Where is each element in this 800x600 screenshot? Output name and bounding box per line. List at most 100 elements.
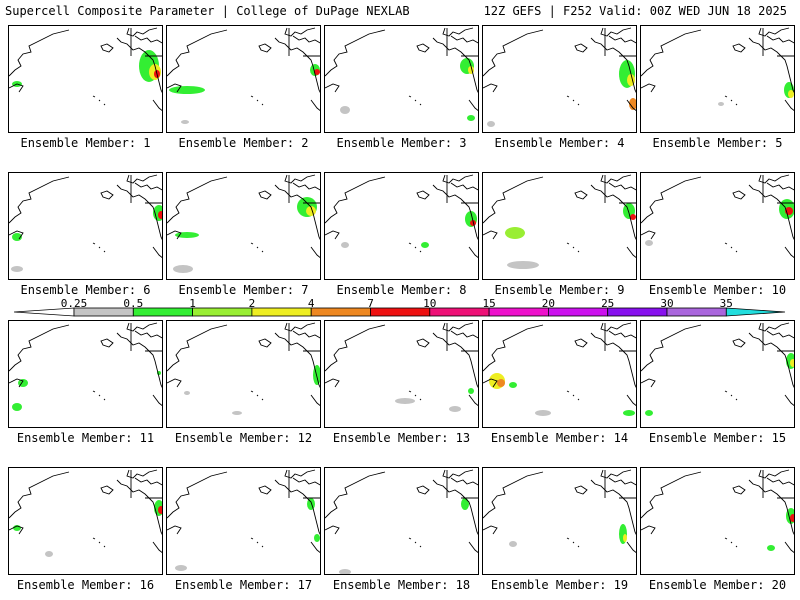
coastline <box>9 83 24 93</box>
scp-shading <box>45 551 53 557</box>
color-scale-tick-label: 25 <box>601 297 615 310</box>
scp-shading <box>509 541 517 547</box>
coastline <box>134 35 162 44</box>
scp-shading <box>470 220 476 226</box>
ensemble-member-map <box>166 467 321 575</box>
coastline <box>784 394 794 406</box>
scp-shading <box>505 227 525 239</box>
ensemble-member-map <box>166 172 321 280</box>
scp-shading <box>169 86 205 94</box>
ensemble-member-caption: Ensemble Member: 6 <box>20 283 151 297</box>
scp-shading <box>509 382 517 388</box>
scp-shading <box>767 545 775 551</box>
color-scale-segment <box>251 307 312 317</box>
coastline <box>483 378 498 388</box>
scp-shading <box>467 115 475 121</box>
ensemble-member-caption: Ensemble Member: 14 <box>490 431 629 445</box>
ensemble-member-map <box>482 467 637 575</box>
coastline <box>9 29 70 77</box>
coastline <box>766 330 794 339</box>
ensemble-member-caption: Ensemble Member: 19 <box>490 578 629 592</box>
coastline <box>258 485 272 495</box>
coastline <box>566 537 580 548</box>
coastline <box>416 190 430 200</box>
color-scale-tick-label: 4 <box>307 297 315 310</box>
coastline <box>468 541 478 553</box>
coastline <box>167 83 182 93</box>
color-scale-tick-label: 15 <box>482 297 496 310</box>
coastline <box>732 190 746 200</box>
chart-title: Supercell Composite Parameter | College … <box>5 4 410 18</box>
ensemble-member-map <box>324 320 479 428</box>
coastline <box>167 324 228 372</box>
coastline <box>100 43 114 53</box>
coastline <box>292 330 320 339</box>
coastline <box>450 35 478 44</box>
coastline <box>468 99 478 111</box>
coastline <box>442 27 474 37</box>
coastline <box>483 83 498 93</box>
coastline <box>724 95 738 106</box>
ensemble-member-caption: Ensemble Member: 13 <box>332 431 471 445</box>
coastline <box>100 190 114 200</box>
coastline <box>450 330 478 339</box>
coastline <box>408 95 422 106</box>
color-scale-tick-label: 1 <box>189 297 196 310</box>
coastline <box>152 394 162 406</box>
scp-shading <box>535 410 551 416</box>
coastline <box>258 338 272 348</box>
coastline <box>9 378 24 388</box>
coastline <box>126 469 158 479</box>
ensemble-member-caption: Ensemble Member: 10 <box>648 283 787 297</box>
ensemble-member-caption: Ensemble Member: 16 <box>16 578 155 592</box>
ensemble-member-caption: Ensemble Member: 1 <box>20 136 151 150</box>
coastline <box>758 469 790 479</box>
coastline <box>450 182 478 191</box>
coastline <box>416 485 430 495</box>
coastline <box>258 190 272 200</box>
color-scale-segment <box>607 307 668 317</box>
scp-shading <box>645 410 653 416</box>
color-scale-segment <box>725 307 786 317</box>
coastline <box>432 332 478 389</box>
coastline <box>92 242 106 253</box>
scp-shading <box>718 102 724 106</box>
scp-shading <box>421 242 429 248</box>
ensemble-member-caption: Ensemble Member: 3 <box>336 136 467 150</box>
coastline <box>574 190 588 200</box>
coastline <box>134 182 162 191</box>
ensemble-member-map <box>8 25 163 133</box>
coastline <box>724 390 738 401</box>
coastline <box>292 182 320 191</box>
coastline <box>408 242 422 253</box>
coastline <box>250 390 264 401</box>
coastline <box>325 230 340 240</box>
coastline <box>325 29 386 77</box>
ensemble-member-caption: Ensemble Member: 20 <box>648 578 787 592</box>
coastline <box>566 95 580 106</box>
scp-shading <box>314 69 320 75</box>
scp-shading <box>461 498 469 510</box>
coastline <box>626 541 636 553</box>
scp-shading <box>449 406 461 412</box>
ensemble-member-caption: Ensemble Member: 9 <box>494 283 625 297</box>
color-scale-bar <box>14 307 786 317</box>
ensemble-member-map <box>8 320 163 428</box>
coastline <box>92 95 106 106</box>
scp-shading <box>232 411 242 415</box>
scp-shading <box>314 534 320 542</box>
ensemble-member-map <box>166 25 321 133</box>
coastline <box>408 390 422 401</box>
ensemble-member-map <box>166 320 321 428</box>
coastline <box>167 230 182 240</box>
ensemble-member-caption: Ensemble Member: 5 <box>652 136 783 150</box>
ensemble-member-map <box>640 25 795 133</box>
coastline <box>250 537 264 548</box>
scp-shading <box>623 534 627 542</box>
color-scale-segment <box>310 307 371 317</box>
ensemble-member-map <box>482 25 637 133</box>
coastline <box>600 469 632 479</box>
coastline <box>442 322 474 332</box>
coastline <box>600 174 632 184</box>
ensemble-member-caption: Ensemble Member: 4 <box>494 136 625 150</box>
